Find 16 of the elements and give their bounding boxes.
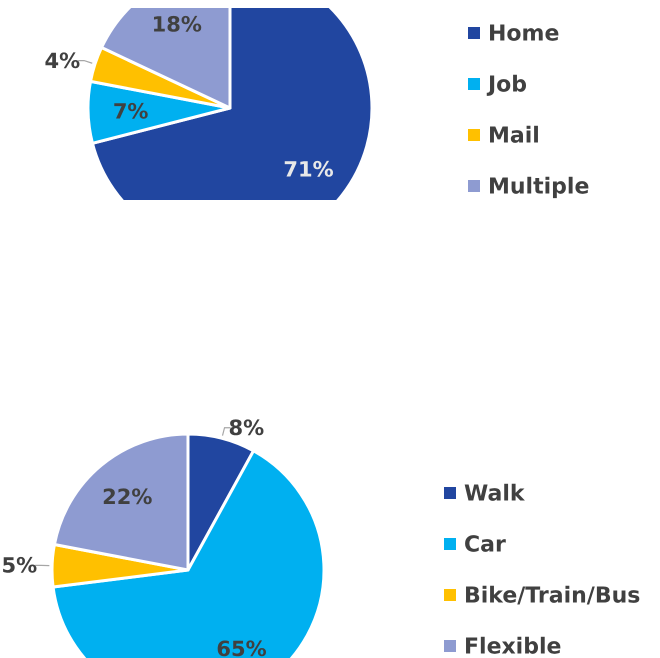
data-label: 22% (102, 484, 152, 509)
legend-label: Walk (464, 482, 526, 507)
data-label: 7% (112, 99, 148, 124)
legend-label: Job (486, 72, 528, 98)
legend-label: Mail (488, 124, 540, 149)
data-label: 18% (152, 12, 202, 36)
data-label: 65% (216, 637, 267, 658)
legend-label: Bike/Train/Bus (464, 584, 640, 609)
data-label: 8% (228, 416, 264, 440)
data-label: 71% (283, 157, 334, 182)
legend-label: Car (464, 532, 506, 558)
legend-label: Multiple (488, 174, 590, 200)
data-label: 5% (2, 554, 38, 578)
data-label: 4% (44, 48, 80, 73)
legend-label: Home (488, 22, 560, 47)
legend-label: Flexible (464, 634, 562, 658)
